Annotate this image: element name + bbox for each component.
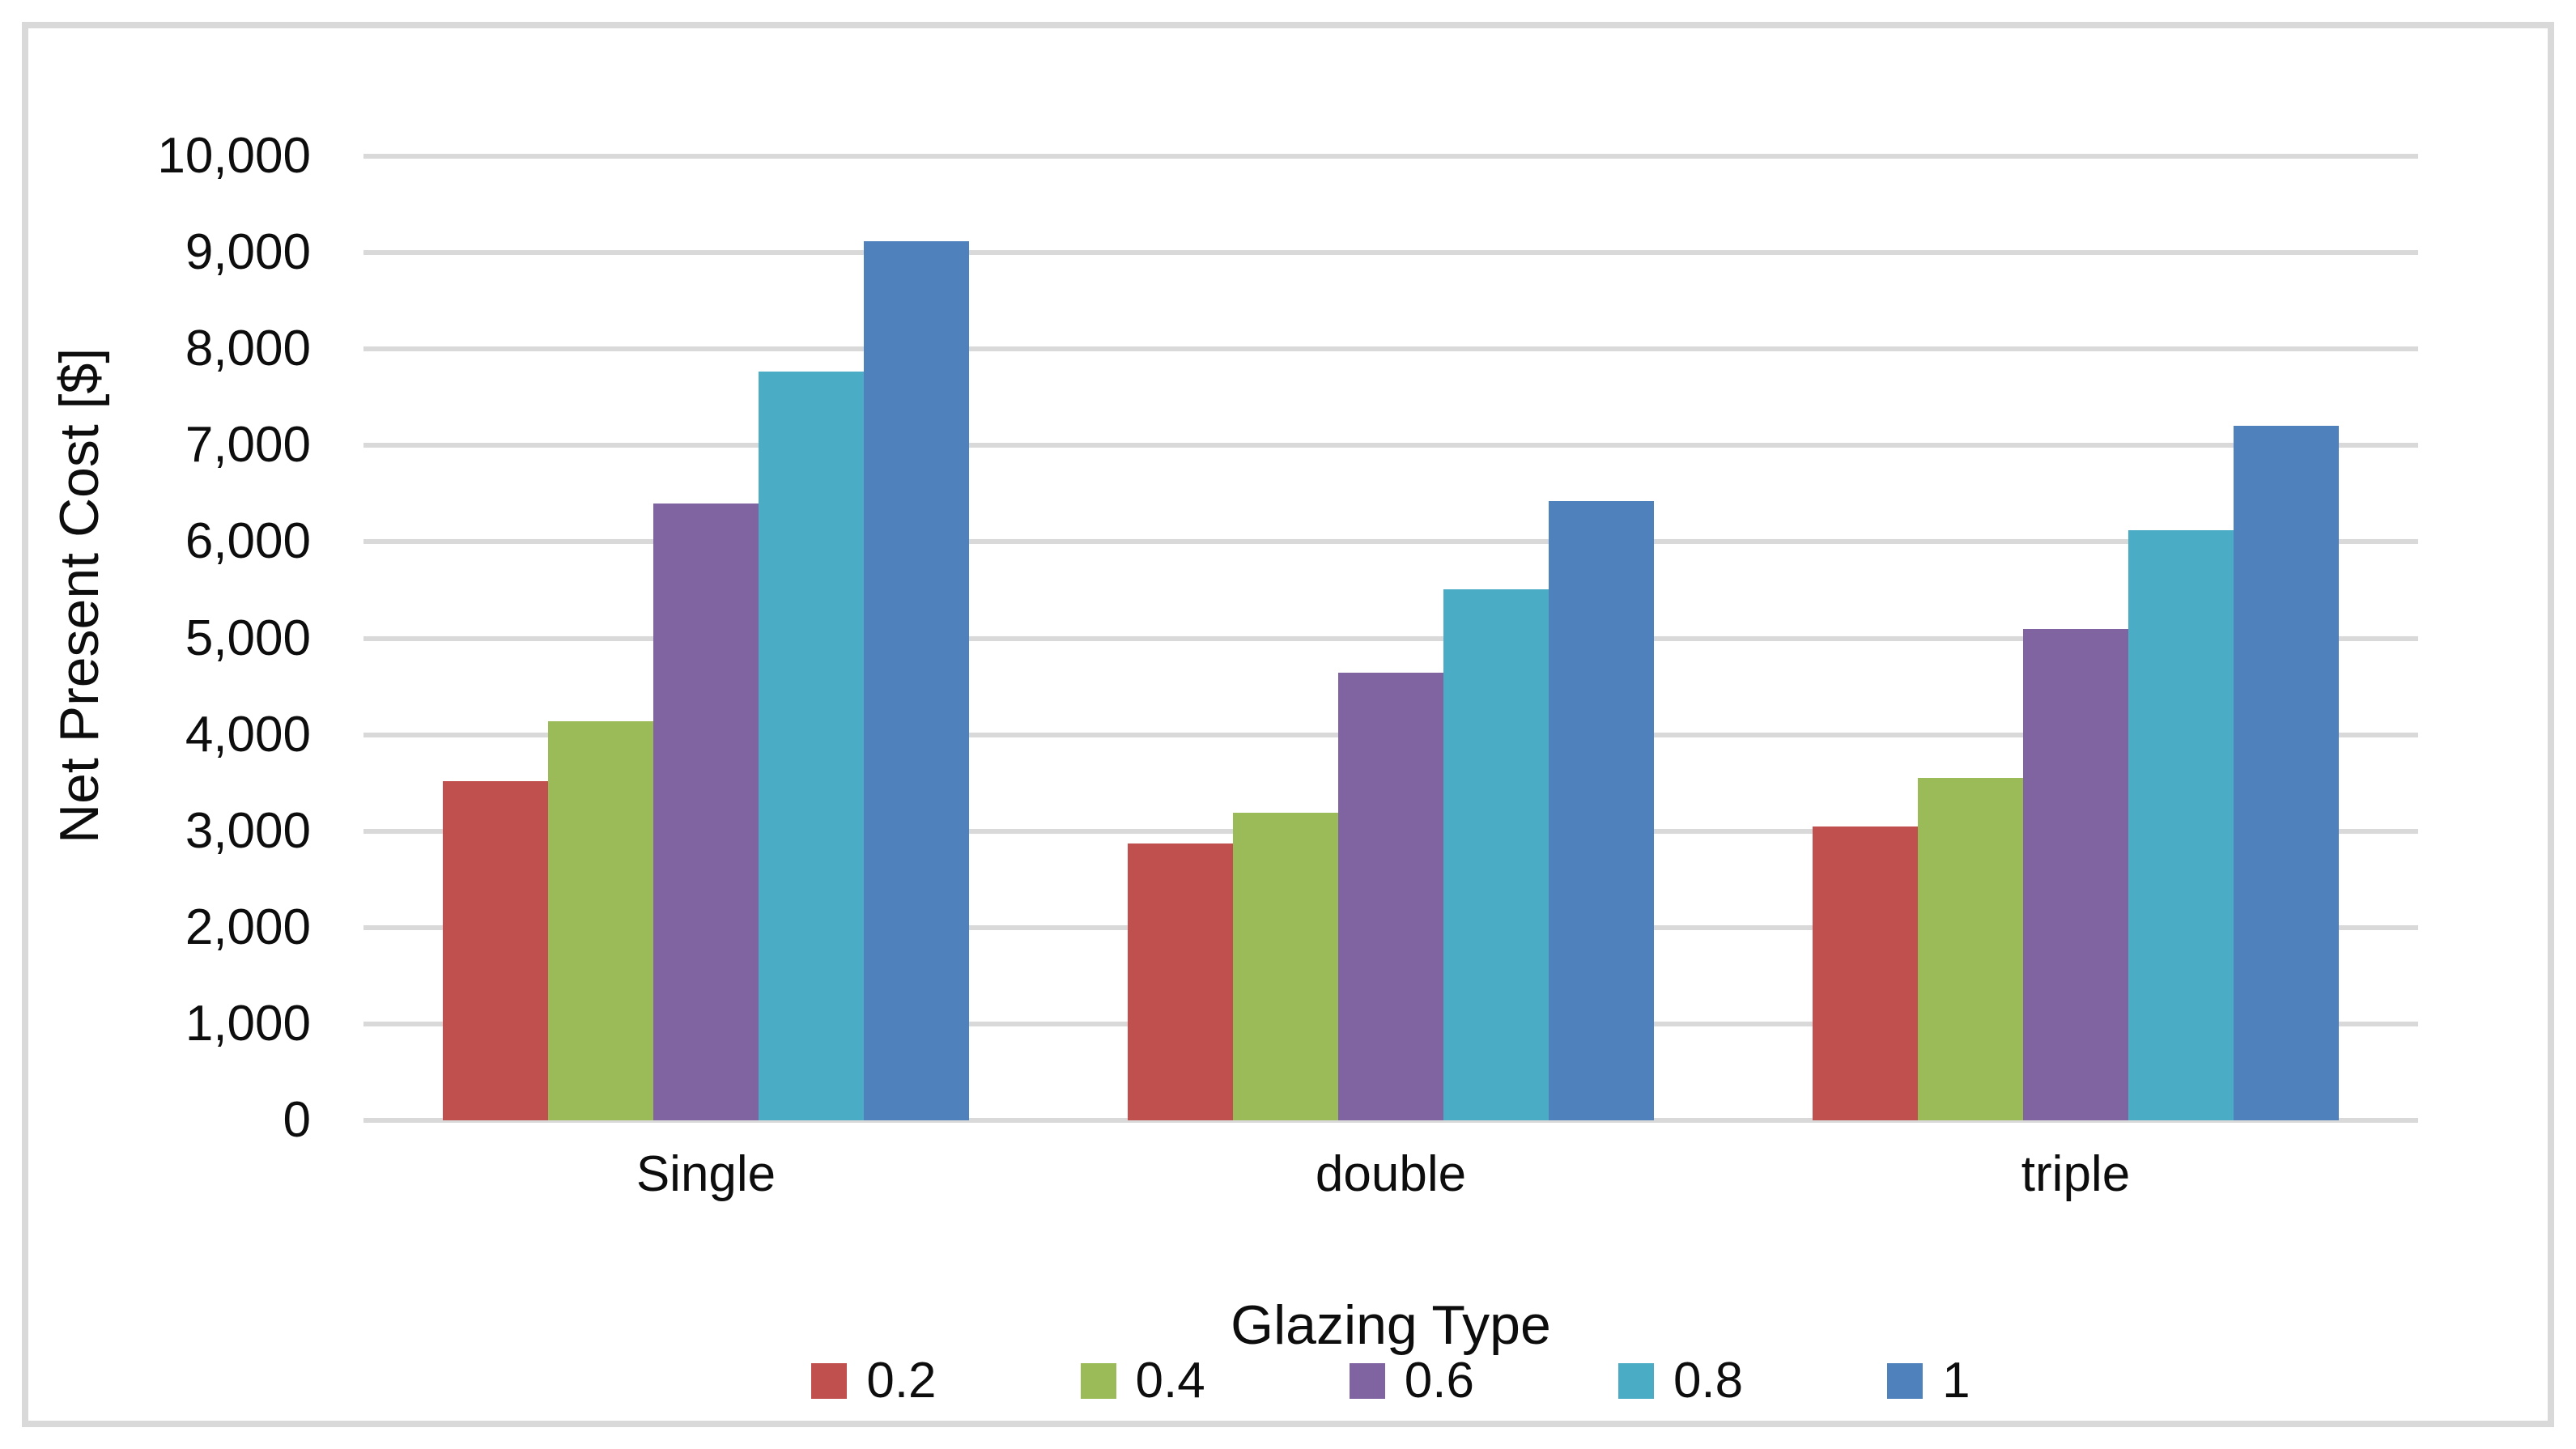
y-tick-label-6,000: 6,000 bbox=[185, 513, 311, 570]
y-tick-label-8,000: 8,000 bbox=[185, 321, 311, 377]
legend-item-0.6: 0.6 bbox=[1349, 1353, 1474, 1409]
legend-label-0.2: 0.2 bbox=[866, 1353, 937, 1409]
legend-label-0.8: 0.8 bbox=[1673, 1353, 1744, 1409]
gridline-9000 bbox=[363, 250, 2418, 256]
x-axis-category-labels: Single double triple bbox=[363, 1149, 2418, 1214]
bar-double-0.8 bbox=[1443, 589, 1549, 1120]
legend-item-1: 1 bbox=[1887, 1356, 1970, 1406]
bar-Single-0.6 bbox=[653, 503, 759, 1120]
gridline-8000 bbox=[363, 346, 2418, 352]
legend-item-0.2: 0.2 bbox=[811, 1353, 937, 1409]
y-tick-label-7,000: 7,000 bbox=[185, 417, 311, 474]
bar-double-1 bbox=[1549, 501, 1654, 1120]
gridline-6000 bbox=[363, 539, 2418, 545]
bar-triple-1 bbox=[2234, 426, 2339, 1120]
bar-Single-0.4 bbox=[548, 720, 653, 1120]
bar-triple-0.6 bbox=[2023, 628, 2128, 1120]
bar-Single-0.8 bbox=[759, 371, 864, 1120]
legend-swatch-0.6 bbox=[1349, 1363, 1385, 1399]
plot-area bbox=[363, 154, 2418, 1123]
category-label-double: double bbox=[1315, 1146, 1467, 1202]
y-tick-label-5,000: 5,000 bbox=[185, 610, 311, 666]
y-tick-label-3,000: 3,000 bbox=[185, 802, 311, 859]
legend-swatch-0.2 bbox=[811, 1363, 848, 1399]
legend-label-0.6: 0.6 bbox=[1404, 1353, 1474, 1409]
bar-Single-0.2 bbox=[443, 780, 548, 1120]
bar-triple-0.4 bbox=[1918, 778, 2023, 1120]
bar-triple-0.2 bbox=[1813, 826, 1918, 1120]
gridline-7000 bbox=[363, 443, 2418, 448]
legend-label-0.4: 0.4 bbox=[1135, 1353, 1205, 1409]
legend-item-0.4: 0.4 bbox=[1080, 1353, 1205, 1409]
category-label-triple: triple bbox=[2021, 1146, 2131, 1202]
y-tick-label-4,000: 4,000 bbox=[185, 706, 311, 763]
y-tick-label-2,000: 2,000 bbox=[185, 899, 311, 955]
legend-swatch-0.4 bbox=[1080, 1363, 1116, 1399]
category-label-Single: Single bbox=[635, 1146, 776, 1202]
y-axis-tick-labels: 0 1,000 2,000 3,000 4,000 5,000 6,000 7,000 8,00… bbox=[0, 130, 311, 1146]
y-tick-label-10,000: 10,000 bbox=[157, 128, 311, 184]
x-axis-title: Glazing Type bbox=[1231, 1294, 1551, 1356]
y-tick-label-9,000: 9,000 bbox=[185, 224, 311, 281]
legend-swatch-1 bbox=[1887, 1363, 1923, 1399]
bar-triple-0.8 bbox=[2128, 530, 2234, 1120]
gridline-0 bbox=[363, 1118, 2418, 1123]
y-tick-label-0: 0 bbox=[283, 1092, 311, 1148]
bar-double-0.6 bbox=[1338, 673, 1443, 1120]
bar-double-0.2 bbox=[1128, 843, 1233, 1120]
bar-Single-1 bbox=[864, 240, 969, 1120]
legend-swatch-0.8 bbox=[1617, 1363, 1654, 1399]
gridline-10000 bbox=[363, 154, 2418, 159]
legend: 0.2 0.4 0.6 0.8 1 bbox=[363, 1353, 2418, 1409]
legend-label-1: 1 bbox=[1942, 1353, 1970, 1409]
bar-double-0.4 bbox=[1233, 813, 1338, 1120]
gridline-5000 bbox=[363, 635, 2418, 641]
y-tick-label-1,000: 1,000 bbox=[185, 995, 311, 1052]
legend-item-0.8: 0.8 bbox=[1617, 1353, 1744, 1409]
